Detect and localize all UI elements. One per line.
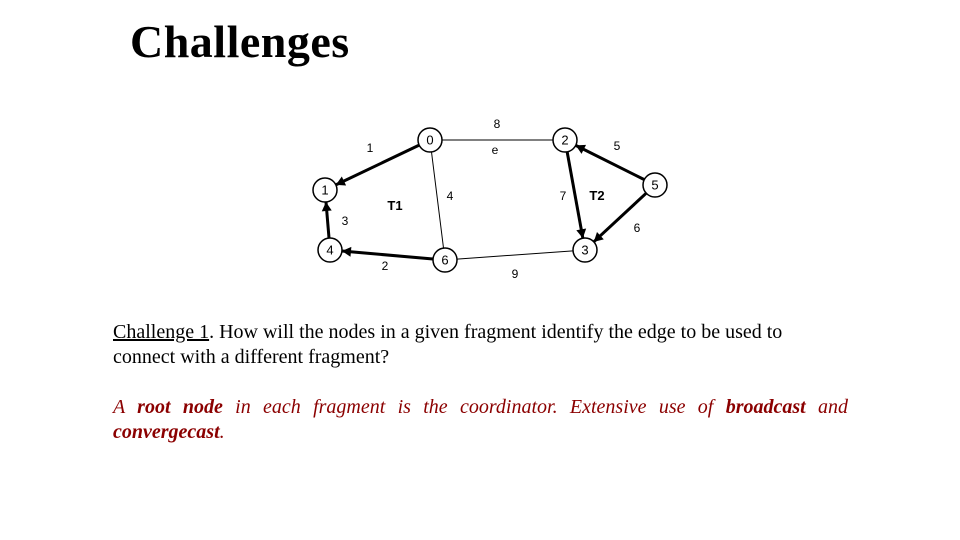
answer-text: A root node in each fragment is the coor… [113, 395, 848, 445]
svg-text:6: 6 [634, 221, 641, 235]
svg-text:9: 9 [512, 267, 519, 281]
svg-text:1: 1 [367, 141, 374, 155]
svg-text:3: 3 [342, 214, 349, 228]
svg-text:T1: T1 [387, 198, 402, 213]
svg-text:2: 2 [561, 133, 568, 148]
svg-text:e: e [492, 143, 499, 157]
svg-text:0: 0 [426, 133, 433, 148]
challenge-rest: . How will the nodes in a given fragment… [113, 321, 782, 368]
answer-seg1: A [113, 396, 137, 418]
svg-text:5: 5 [614, 139, 621, 153]
answer-seg2: in each fragment is the coordinator. Ext… [223, 396, 726, 418]
challenge-text: Challenge 1. How will the nodes in a giv… [113, 320, 848, 370]
answer-bold1: root node [137, 396, 223, 418]
answer-seg3: and [806, 396, 848, 418]
svg-text:6: 6 [441, 253, 448, 268]
slide-title: Challenges [130, 15, 350, 68]
answer-bold2: broadcast [726, 396, 806, 418]
svg-text:4: 4 [326, 243, 333, 258]
svg-text:4: 4 [447, 189, 454, 203]
svg-text:1: 1 [321, 183, 328, 198]
svg-text:2: 2 [382, 259, 389, 273]
challenge-label: Challenge 1 [113, 321, 209, 343]
svg-text:5: 5 [651, 178, 658, 193]
svg-text:7: 7 [560, 189, 567, 203]
answer-bold3: convergecast [113, 421, 220, 443]
svg-text:3: 3 [581, 243, 588, 258]
svg-text:8: 8 [494, 117, 501, 131]
slide: Challenges 1 8 e 4 3 2 9 7 5 6 0 1 2 3 4 5 6 T1 T2 Challen… [0, 0, 960, 540]
svg-text:T2: T2 [589, 188, 604, 203]
answer-seg4: . [220, 421, 225, 443]
graph-diagram: 1 8 e 4 3 2 9 7 5 6 0 1 2 3 4 5 6 T1 T2 [285, 110, 685, 290]
